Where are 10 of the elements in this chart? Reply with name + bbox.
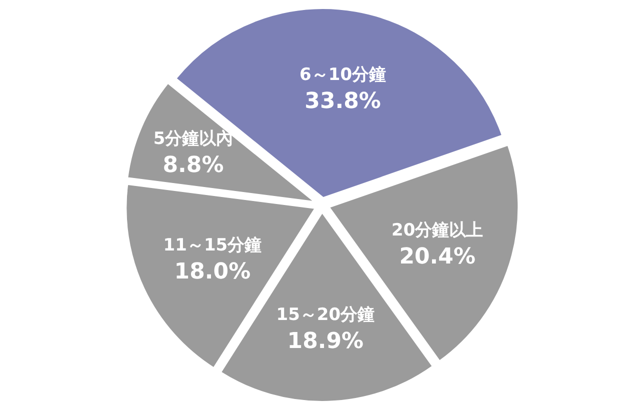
slice-label: 15～20分鐘 <box>276 304 375 325</box>
data-label: 33.8% <box>304 88 381 114</box>
slice-label: 11～15分鐘 <box>163 235 262 256</box>
data-label: 8.8% <box>162 152 224 178</box>
data-label: 20.4% <box>399 244 476 270</box>
data-label: 18.0% <box>174 259 251 284</box>
data-label: 18.9% <box>287 328 364 354</box>
slice-label: 5分鐘以內 <box>153 128 234 149</box>
slice-label: 6～10分鐘 <box>300 64 386 85</box>
slice-label: 20分鐘以上 <box>392 220 484 241</box>
